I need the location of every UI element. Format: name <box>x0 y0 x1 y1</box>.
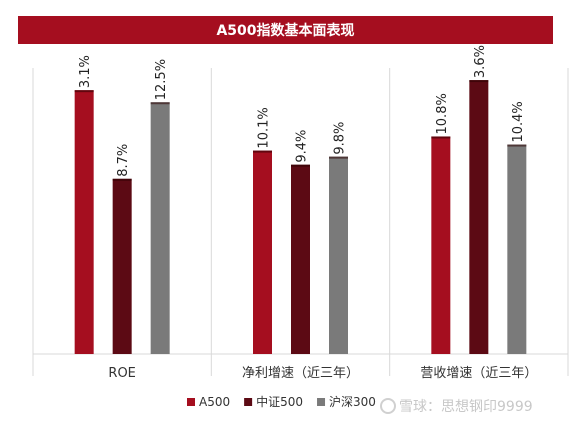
bar <box>253 150 272 354</box>
watermark-text: 雪球：思想钢印9999 <box>399 399 533 415</box>
watermark: 雪球：思想钢印9999 <box>380 396 533 416</box>
bar-top-cap <box>74 90 94 93</box>
legend-label: 沪深300 <box>329 395 376 409</box>
bar-top-cap <box>253 150 272 153</box>
bar-data-label: 12.5% <box>154 59 169 100</box>
bar-data-label: 10.1% <box>257 107 272 148</box>
bar <box>329 156 348 354</box>
category-tick-label: 营收增速（近三年） <box>420 366 537 381</box>
legend-swatch <box>317 398 326 406</box>
bar-data-label: 9.4% <box>295 130 310 163</box>
bar-data-label: 10.8% <box>435 93 450 134</box>
bar-data-label: 8.7% <box>116 144 131 177</box>
category-tick-label: ROE <box>108 366 135 381</box>
bar-data-label: 9.8% <box>333 122 348 155</box>
bar <box>74 90 94 354</box>
legend-label: 中证500 <box>256 394 303 409</box>
bar-top-cap <box>291 164 310 167</box>
chart-title: A500指数基本面表现 <box>216 23 355 39</box>
legend-label: A500 <box>199 395 230 409</box>
bar <box>469 80 489 355</box>
snowball-logo-icon <box>380 398 396 414</box>
category-tick-label: 净利增速（近三年） <box>242 366 359 381</box>
bar-top-cap <box>507 144 527 147</box>
bar-top-cap <box>329 156 348 159</box>
bar-data-label: 3.1% <box>78 55 93 88</box>
bar-top-cap <box>469 80 489 83</box>
bar <box>431 136 451 354</box>
bar-top-cap <box>150 102 170 105</box>
bar-data-label: 3.6% <box>473 45 488 78</box>
bar-top-cap <box>431 136 451 139</box>
bar-data-label: 10.4% <box>511 101 526 142</box>
legend-swatch <box>187 398 195 406</box>
bar <box>112 178 132 354</box>
bar-top-cap <box>112 178 132 181</box>
bar <box>291 164 310 354</box>
legend-swatch <box>244 398 253 406</box>
chart-title-bar: A500指数基本面表现 <box>18 16 553 44</box>
bar <box>150 102 170 354</box>
bar <box>507 144 527 354</box>
